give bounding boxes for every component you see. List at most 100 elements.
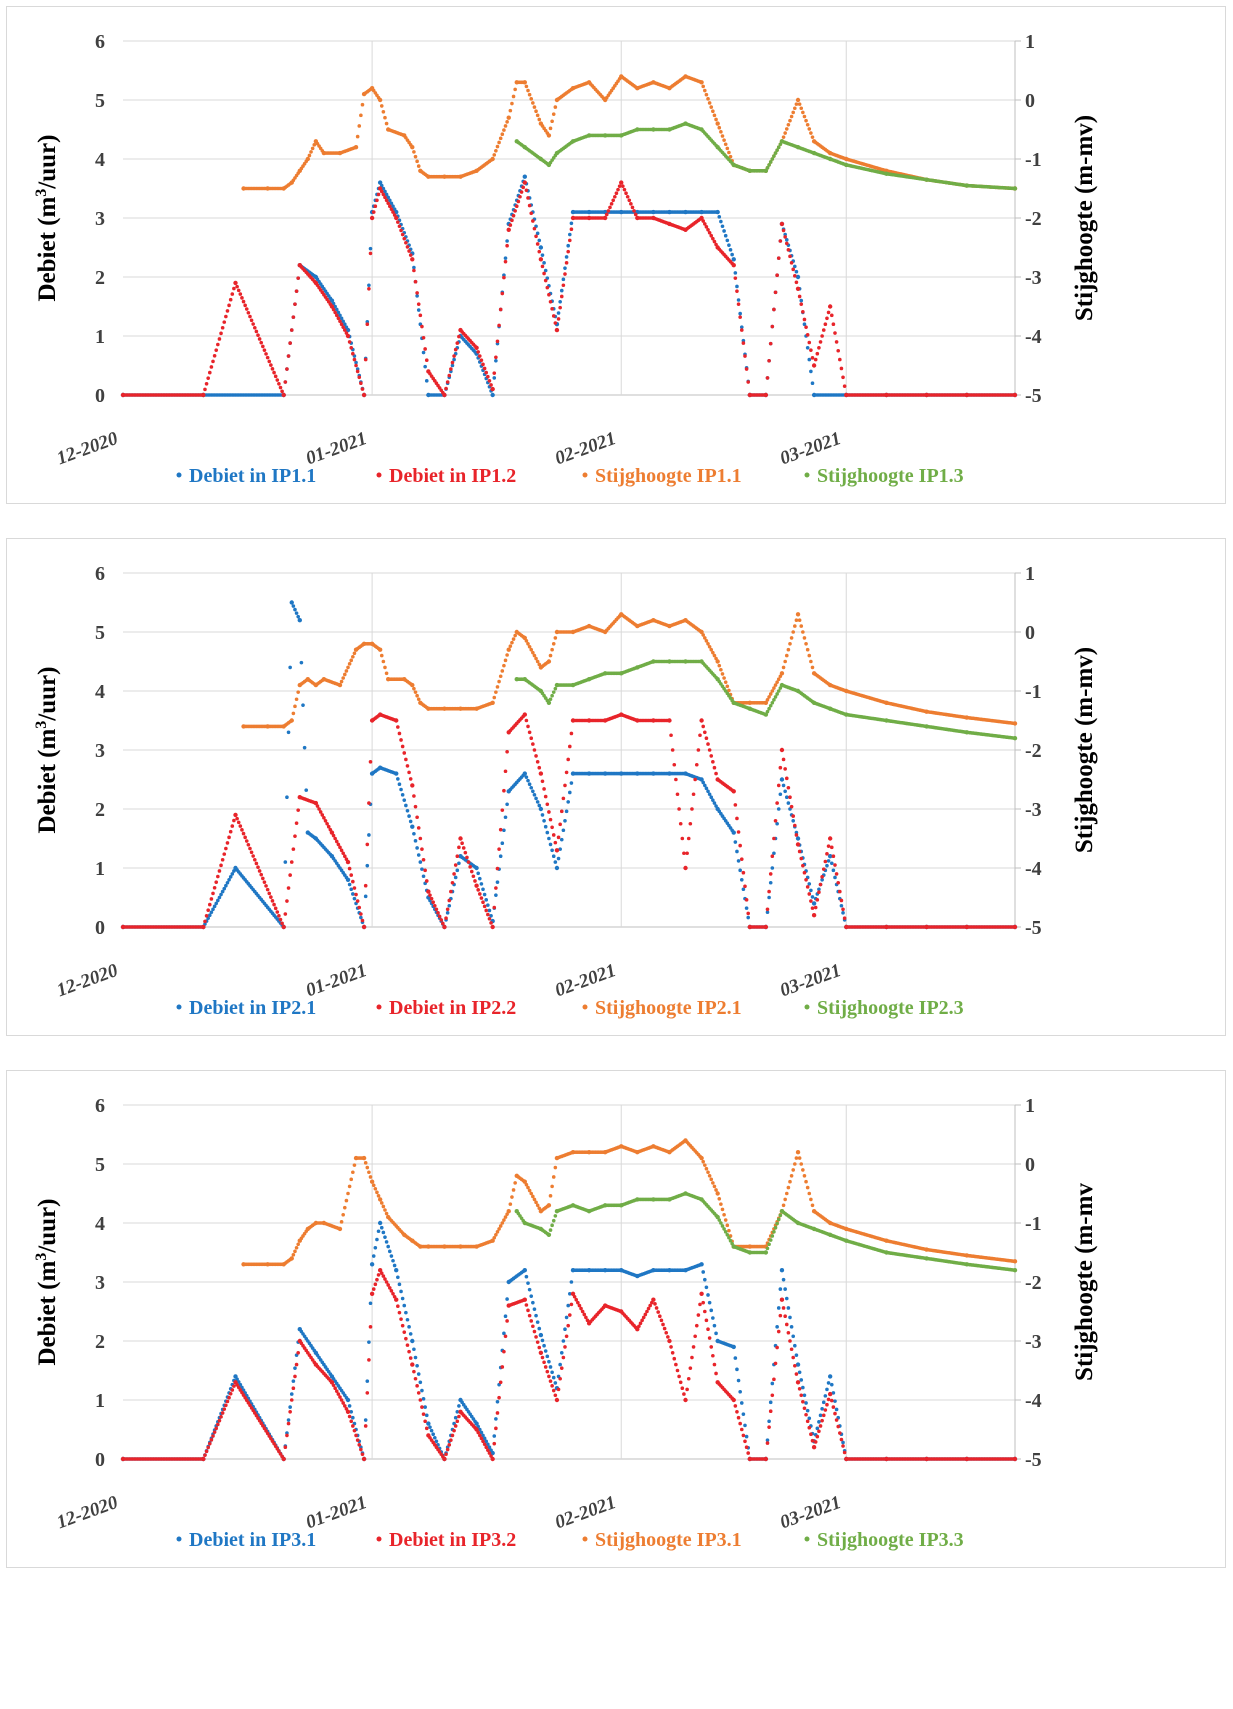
data-point — [246, 1400, 251, 1405]
data-point — [444, 1452, 448, 1457]
data-point — [770, 689, 775, 693]
data-point — [384, 198, 389, 203]
data-point — [768, 160, 773, 164]
data-point — [810, 906, 815, 910]
data-point — [272, 370, 276, 375]
data-point — [532, 748, 537, 752]
data-point — [397, 1310, 402, 1315]
data-point — [285, 1433, 289, 1438]
data-point — [765, 709, 770, 714]
data-point — [418, 860, 423, 864]
data-point — [359, 113, 363, 118]
data-point — [809, 659, 813, 664]
data-point — [342, 1404, 347, 1408]
data-point — [1012, 736, 1018, 741]
data-point — [367, 283, 371, 288]
data-point — [262, 348, 267, 352]
data-point — [204, 913, 209, 918]
data-point — [522, 180, 528, 185]
data-point — [450, 363, 455, 368]
data-point — [347, 662, 352, 666]
data-point — [490, 156, 495, 162]
data-point — [299, 660, 304, 665]
data-point — [220, 857, 225, 862]
data-point — [457, 1414, 461, 1419]
data-point — [535, 800, 540, 804]
data-point — [341, 1401, 345, 1405]
data-point — [783, 789, 787, 794]
data-point — [767, 695, 771, 699]
data-point — [489, 383, 493, 387]
data-point — [543, 278, 548, 283]
data-point — [399, 1317, 403, 1321]
data-point — [277, 381, 281, 386]
data-point — [289, 1392, 294, 1396]
data-point — [293, 834, 297, 838]
data-point — [296, 1351, 300, 1355]
data-point — [478, 876, 482, 881]
data-point — [540, 813, 545, 817]
data-point — [735, 284, 739, 289]
data-point — [423, 364, 427, 369]
data-point — [526, 724, 530, 729]
data-point — [776, 783, 781, 788]
data-point — [449, 1438, 453, 1442]
data-point — [211, 891, 215, 896]
data-point — [775, 1345, 779, 1350]
data-point — [770, 1393, 775, 1398]
data-point — [793, 823, 797, 828]
data-point — [387, 198, 392, 203]
data-point — [736, 1378, 741, 1383]
data-point — [416, 853, 421, 857]
data-point — [207, 913, 212, 917]
data-point — [502, 788, 506, 793]
data-point — [763, 392, 769, 398]
data-point — [453, 863, 458, 867]
data-point — [733, 840, 738, 844]
data-point — [294, 1362, 299, 1367]
data-point — [807, 1425, 812, 1430]
data-point — [265, 887, 270, 892]
data-point — [243, 1395, 247, 1400]
legend-marker — [376, 472, 382, 478]
data-point — [836, 1424, 841, 1429]
data-point — [793, 1363, 797, 1368]
data-point — [503, 256, 508, 260]
data-point — [788, 1339, 792, 1343]
data-point — [545, 1369, 550, 1374]
data-point — [522, 174, 528, 179]
data-point — [486, 912, 490, 917]
data-point — [206, 1445, 210, 1450]
data-point — [569, 781, 574, 785]
data-point — [619, 180, 624, 185]
data-point — [236, 820, 241, 825]
data-point — [281, 924, 286, 930]
data-point — [333, 304, 337, 309]
data-point — [503, 1334, 508, 1339]
data-point — [794, 833, 799, 837]
data-point — [288, 341, 292, 345]
data-point — [823, 859, 828, 864]
data-point — [807, 127, 812, 131]
data-point — [514, 204, 519, 208]
data-point — [789, 636, 794, 640]
data-point — [821, 328, 826, 332]
data-point — [690, 807, 694, 811]
data-point — [531, 650, 535, 655]
y-right-axis-label: Stijghoogte (m-mv) — [1071, 647, 1098, 853]
data-point — [243, 303, 247, 308]
legend-entry: Debiet in IP1.2 — [389, 465, 516, 487]
data-point — [813, 905, 818, 910]
data-point — [293, 302, 297, 306]
data-point — [410, 145, 415, 150]
y-right-tick-label: -2 — [1025, 208, 1042, 230]
data-point — [383, 1277, 387, 1281]
data-point — [696, 1313, 701, 1317]
y-right-tick-label: -4 — [1025, 858, 1042, 880]
data-point — [522, 80, 528, 85]
data-point — [789, 804, 794, 809]
data-point — [476, 871, 480, 876]
data-point — [404, 803, 408, 808]
y-right-axis-label: Stijghoogte (m-mv — [1071, 1183, 1098, 1381]
data-point — [377, 1268, 383, 1273]
